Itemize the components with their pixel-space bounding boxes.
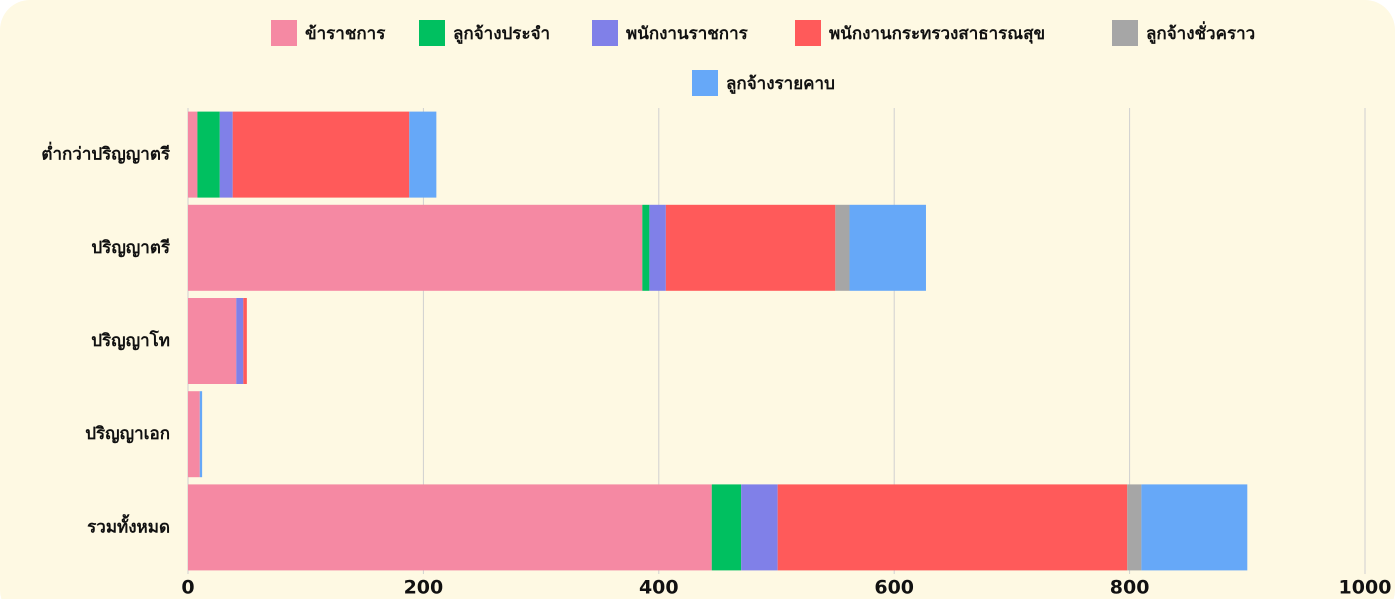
bar-segment — [711, 484, 742, 571]
bar-segment — [188, 298, 237, 384]
bar-segment — [777, 484, 1128, 571]
legend-label: ลูกจ้างรายคาบ — [726, 74, 835, 95]
y-tick-label: ปริญญาเอก — [85, 424, 170, 444]
bar-segment — [243, 298, 247, 384]
bar-segment — [741, 484, 778, 571]
x-tick-label: 200 — [404, 577, 444, 599]
y-tick-label: ปริญญาตรี — [91, 237, 170, 258]
bar-segment — [188, 484, 712, 571]
bar-segment — [197, 111, 220, 198]
bar-segment — [232, 111, 410, 198]
x-tick-label: 1000 — [1339, 577, 1392, 599]
bar-segment — [649, 204, 666, 291]
bar-segment — [188, 111, 198, 198]
x-tick-label: 600 — [874, 577, 914, 599]
legend-swatch — [419, 20, 445, 46]
legend-swatch — [692, 70, 718, 96]
legend-label: ลูกจ้างประจำ — [453, 24, 550, 45]
legend-label: ข้าราชการ — [305, 24, 386, 44]
legend-swatch — [592, 20, 618, 46]
legend-label: ลูกจ้างชั่วคราว — [1146, 21, 1255, 45]
x-tick-label: 400 — [639, 577, 679, 599]
legend-label: พนักงานราชการ — [626, 24, 749, 44]
bar-segment — [199, 391, 203, 478]
legend-swatch — [1112, 20, 1138, 46]
x-tick-label: 800 — [1110, 577, 1150, 599]
legend-swatch — [795, 20, 821, 46]
bar-segment — [188, 204, 643, 291]
bar-segment — [219, 111, 233, 198]
bar-segment — [236, 298, 244, 384]
bar-segment — [1141, 484, 1248, 571]
bar-segment — [409, 111, 437, 198]
y-tick-label: ต่ำกว่าปริญญาตรี — [41, 142, 170, 165]
bar-segment — [188, 391, 200, 478]
bar-segment — [849, 204, 926, 291]
x-tick-label: 0 — [181, 577, 194, 599]
legend-swatch — [271, 20, 297, 46]
bar-segment — [1127, 484, 1142, 571]
y-tick-label: ปริญญาโท — [91, 330, 170, 351]
legend-label: พนักงานกระทรวงสาธารณสุข — [829, 24, 1045, 44]
bar-segment — [665, 204, 836, 291]
bar-segment — [642, 204, 650, 291]
bar-segment — [835, 204, 850, 291]
y-tick-label: รวมทั้งหมด — [87, 513, 170, 537]
